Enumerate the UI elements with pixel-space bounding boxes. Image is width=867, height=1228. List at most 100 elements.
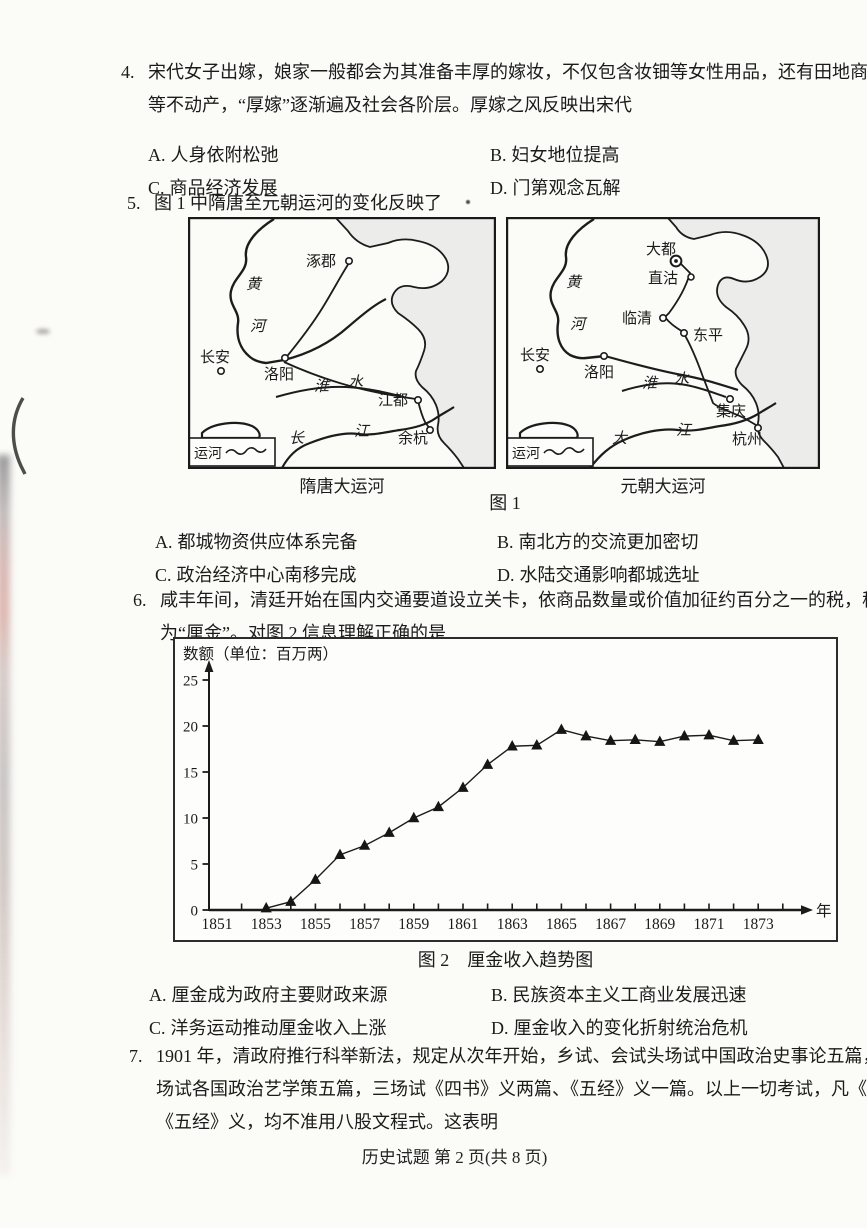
city-marker-hangzhou: [754, 424, 763, 433]
landform-blob: [518, 421, 579, 440]
svg-text:0: 0: [191, 904, 199, 920]
option-label: B.: [497, 532, 514, 552]
svg-text:1857: 1857: [349, 916, 380, 933]
sea-area: [333, 217, 496, 469]
svg-text:年: 年: [816, 902, 832, 920]
map-border: [188, 217, 496, 469]
yellow-river-upper: [229, 217, 285, 365]
option-a: A. 人身依附松弛: [148, 139, 490, 172]
option-b: B. 妇女地位提高: [490, 139, 848, 172]
map-label-dongping: 东平: [693, 327, 723, 344]
map-label-linqing: 临清: [622, 310, 652, 327]
maps-row: 运河 涿郡 黄 河 长安 洛阳 淮 水 江都 长 江 余杭: [188, 217, 822, 469]
question-7: 7. 1901 年，清政府推行科举新法，规定从次年开始，乡试、会试头场试中国政治…: [129, 1040, 867, 1139]
option-text: 人身依附松弛: [170, 145, 279, 165]
svg-text:1869: 1869: [644, 916, 675, 933]
q6-options: A. 厘金成为政府主要财政来源 B. 民族资本主义工商业发展迅速 C. 洋务运动推动厘…: [149, 979, 855, 1045]
yellow-river-upper: [549, 217, 606, 360]
map-label-he: 河: [250, 318, 268, 335]
map-label-huai: 淮: [314, 378, 331, 395]
yangtze-river: [589, 402, 777, 469]
grand-canal: [663, 260, 757, 426]
city-marker-jiangdu: [414, 396, 423, 405]
map-label-huang: 黄: [566, 274, 583, 291]
canal-symbol: [225, 447, 267, 455]
map-captions: 隋唐大运河 元朝大运河: [188, 472, 822, 497]
yangtze-river: [281, 406, 455, 469]
question-4: 4. 宋代女子出嫁，娘家一般都会为其准备丰厚的嫁妆，不仅包含妆钿等女性用品，还有…: [121, 56, 867, 122]
map-label-huang: 黄: [246, 276, 263, 293]
option-d: D. 厘金收入的变化折射统治危机: [491, 1012, 855, 1045]
svg-text:10: 10: [183, 812, 198, 828]
q4-options: A. 人身依附松弛 B. 妇女地位提高 C. 商品经济发展 D. 门第观念瓦解: [148, 139, 848, 205]
map-label-chang: 长: [289, 430, 305, 447]
option-label: A.: [149, 985, 167, 1005]
map-label-jiqing: 集庆: [716, 403, 746, 420]
figure-2: 0 5 10 15 20 25 1851 1853 1855 1857 1859 1861 1863 18…: [173, 637, 838, 972]
figure-1: 运河 涿郡 黄 河 长安 洛阳 淮 水 江都 长 江 余杭: [188, 217, 822, 497]
city-marker-changan: [216, 367, 225, 376]
question-stem: 1901 年，清政府推行科举新法，规定从次年开始，乡试、会试头场试中国政治史事论…: [156, 1046, 867, 1132]
svg-text:1871: 1871: [694, 916, 725, 933]
map-label-jiang: 江: [354, 423, 371, 440]
question-5: 5. 图 1 中隋唐至元朝运河的变化反映了: [127, 187, 867, 220]
legend-label: 运河: [512, 446, 540, 462]
option-a: A. 厘金成为政府主要财政来源: [149, 979, 491, 1012]
option-label: A.: [148, 145, 166, 165]
option-text: 厘金成为政府主要财政来源: [171, 985, 388, 1005]
svg-text:1873: 1873: [743, 916, 774, 933]
option-text: 妇女地位提高: [511, 145, 620, 165]
scan-edge-artifact: [0, 455, 10, 1175]
map-label-jiang: 江: [676, 422, 693, 439]
option-text: 门第观念瓦解: [512, 178, 621, 198]
page-footer: 历史试题 第 2 页(共 8 页): [361, 1148, 548, 1167]
city-marker-dongping: [680, 329, 689, 338]
likin-chart: 0 5 10 15 20 25 1851 1853 1855 1857 1859 1861 1863 18…: [173, 637, 838, 942]
yellow-river-lower: [283, 298, 387, 362]
legend-label: 运河: [194, 446, 222, 462]
option-label: D.: [497, 565, 515, 585]
question-number: 4.: [121, 62, 135, 82]
svg-text:1861: 1861: [448, 916, 479, 933]
option-text: 厘金收入的变化折射统治危机: [513, 1018, 748, 1038]
map-border: [506, 217, 820, 469]
option-text: 商品经济发展: [169, 178, 278, 198]
q5-options: A. 都城物资供应体系完备 B. 南北方的交流更加密切 C. 政治经济中心南移完成 D…: [155, 526, 855, 592]
option-text: 都城物资供应体系完备: [177, 532, 358, 552]
option-label: C.: [149, 1018, 166, 1038]
option-label: D.: [491, 1018, 509, 1038]
option-a: A. 都城物资供应体系完备: [155, 526, 497, 559]
option-d: D. 门第观念瓦解: [490, 172, 848, 205]
huai-river: [621, 382, 727, 398]
svg-text:1853: 1853: [251, 916, 282, 933]
option-label: D.: [490, 178, 508, 198]
option-text: 水陆交通影响都城选址: [519, 565, 700, 585]
canal-symbol: [543, 447, 585, 455]
city-marker-zhigu: [687, 273, 695, 281]
city-marker-changan: [535, 365, 544, 374]
svg-text:1851: 1851: [202, 916, 233, 933]
map-label-shui: 水: [674, 371, 690, 388]
svg-text:5: 5: [191, 858, 199, 874]
map1-caption: 隋唐大运河: [299, 477, 385, 496]
map-yuan-canal: 运河 大都 直沽 黄 河 临清 东平 长安 洛阳 淮 水 集庆 大 江 杭州: [506, 217, 820, 469]
city-marker-jiqing: [726, 395, 735, 404]
map-suitang-canal: 运河 涿郡 黄 河 长安 洛阳 淮 水 江都 长 江 余杭: [188, 217, 496, 469]
map-label-changan: 长安: [520, 347, 550, 364]
map-label-jiangdu: 江都: [378, 392, 408, 409]
scan-hook-artifact: [11, 397, 27, 475]
option-d: D. 水陆交通影响都城选址: [497, 559, 855, 592]
option-label: B.: [490, 145, 507, 165]
city-marker-yuhang: [426, 426, 435, 435]
svg-text:1855: 1855: [300, 916, 331, 933]
city-marker-zhuojun: [345, 256, 354, 265]
svg-text:25: 25: [183, 674, 198, 690]
svg-text:数额（单位：百万两）: 数额（单位：百万两）: [183, 645, 338, 663]
option-text: 政治经济中心南移完成: [176, 565, 357, 585]
map-label-hangzhou: 杭州: [732, 431, 762, 448]
canal-yongji: [283, 262, 350, 361]
option-b: B. 南北方的交流更加密切: [497, 526, 855, 559]
option-label: B.: [491, 985, 508, 1005]
map-label-dadu: 大都: [646, 241, 676, 258]
city-marker-dadu-inner: [674, 259, 678, 263]
